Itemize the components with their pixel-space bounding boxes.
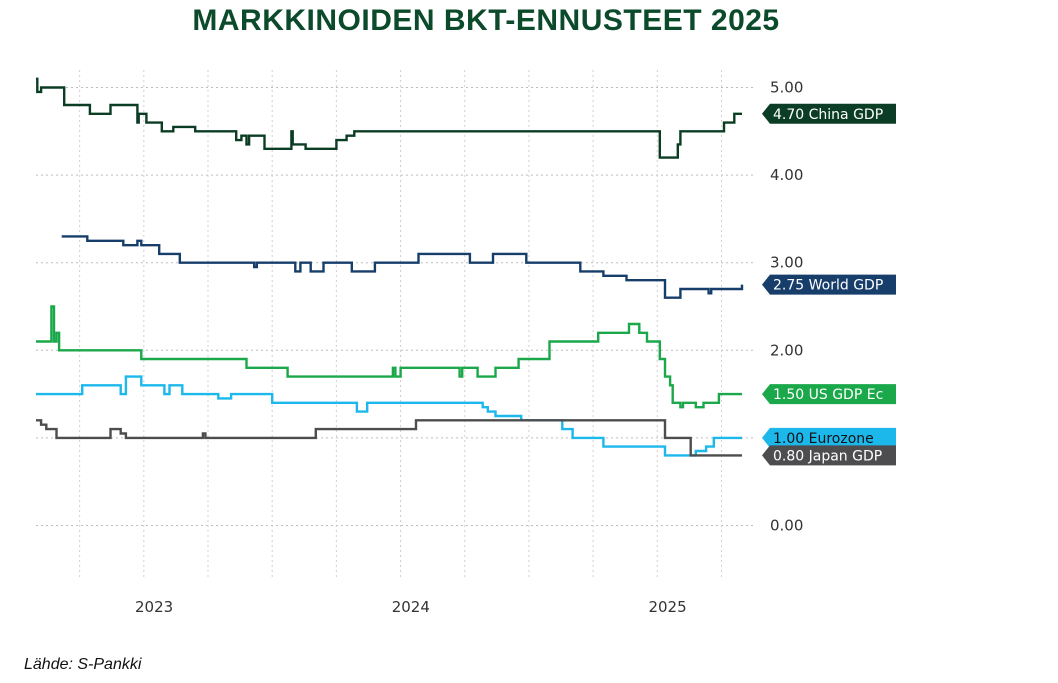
value-tag-background	[762, 103, 896, 124]
y-tick-label: 0.00	[770, 516, 803, 534]
grid-lines	[36, 70, 756, 578]
series-line-world-gdp	[61, 235, 744, 299]
y-tick-label: 3.00	[770, 254, 803, 272]
series-lines	[36, 77, 744, 457]
value-tag-eurozone: 1.00 Eurozone	[762, 427, 896, 448]
value-tag-background	[762, 445, 896, 466]
value-tag-china-gdp: 4.70 China GDP	[762, 103, 896, 124]
value-tag-us-gdp-ec: 1.50 US GDP Ec	[762, 384, 896, 405]
x-tick-label: 2024	[392, 598, 430, 616]
chart-title: MARKKINOIDEN BKT-ENNUSTEET 2025	[192, 4, 780, 37]
value-tag-label: 0.80 Japan GDP	[773, 448, 882, 464]
series-line-eurozone	[36, 375, 742, 457]
value-tag-label: 4.70 China GDP	[773, 107, 883, 123]
series-line-china-gdp	[36, 77, 742, 159]
value-tag-label: 2.75 World GDP	[773, 278, 883, 294]
value-tag-background	[762, 427, 896, 448]
y-tick-label: 2.00	[770, 341, 803, 359]
series-value-tags: 4.70 China GDP 2.75 World GDP 1.50 US GDP …	[762, 103, 896, 466]
y-axis-labels: 0.001.002.003.004.005.00	[770, 79, 803, 535]
series-line-japan-gdp	[36, 419, 742, 457]
x-axis-labels: 2023 2024 2025	[135, 598, 687, 616]
value-tag-japan-gdp: 0.80 Japan GDP	[762, 445, 896, 466]
value-tag-background	[762, 274, 896, 295]
series-line-us-gdp-ec	[36, 305, 742, 409]
y-tick-label: 4.00	[770, 166, 803, 184]
value-tag-label: 1.00 Eurozone	[773, 431, 874, 447]
x-tick-label: 2025	[648, 598, 686, 616]
x-tick-label: 2023	[135, 598, 173, 616]
value-tag-background	[762, 384, 896, 405]
value-tag-label: 1.50 US GDP Ec	[773, 387, 883, 403]
source-note: Lähde: S-Pankki	[24, 656, 142, 673]
value-tag-world-gdp: 2.75 World GDP	[762, 274, 896, 295]
y-tick-label: 5.00	[770, 79, 803, 97]
